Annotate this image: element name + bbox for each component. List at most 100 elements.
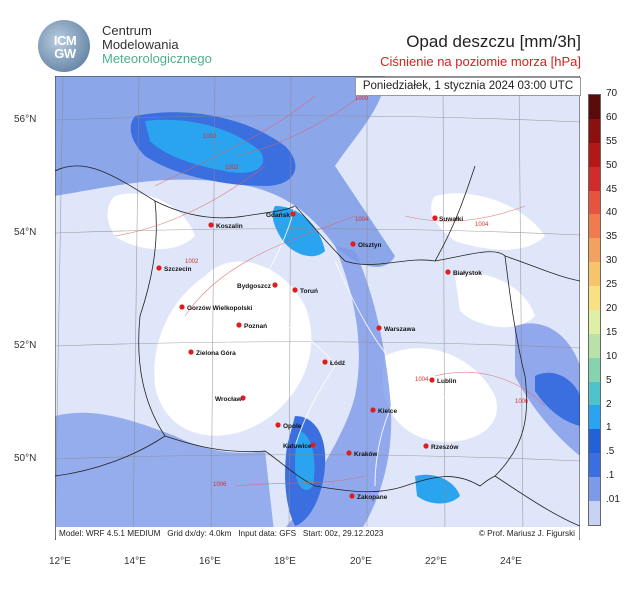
legend-label: 2 [606,398,612,410]
legend-label: .5 [606,446,615,458]
svg-text:Wrocław: Wrocław [215,396,243,403]
city-marker: Poznań [236,322,267,330]
svg-text:Warszawa: Warszawa [384,326,416,333]
footer-copyright: © Prof. Mariusz J. Figurski [478,529,575,538]
legend-label: 70 [606,88,618,99]
legend-swatch [589,262,600,286]
city-marker: Katowice [283,442,316,450]
city-marker: Białystok [445,269,482,277]
city-marker: Lublin [429,377,457,385]
isobar-label: 1004 [415,377,429,383]
isobar-label: 1006 [515,399,529,405]
city-marker: Olsztyn [350,241,382,249]
legend-swatch [589,405,600,430]
svg-text:Lublin: Lublin [437,378,457,385]
svg-text:Rzeszów: Rzeszów [431,444,459,451]
legend-label: 50 [606,159,618,171]
svg-text:Katowice: Katowice [283,443,312,450]
lat-label: 50°N [14,453,37,464]
legend-swatch [589,142,600,167]
precipitation-color-legend [588,94,601,526]
legend-label: 30 [606,255,618,267]
footer-start: Start: 00z, 29.12.2023 [302,529,384,538]
lon-label: 16°E [199,556,221,567]
lat-label: 56°N [14,114,37,125]
city-marker: Zielona Góra [188,349,236,357]
legend-swatch [589,357,600,382]
svg-text:Olsztyn: Olsztyn [358,242,382,249]
footer-model: Model: WRF 4.5.1 MEDIUM [59,529,161,538]
imgw-logo [38,20,90,72]
legend-label: .1 [606,470,615,482]
svg-text:Łódź: Łódź [330,360,346,367]
city-marker: Opole [275,422,302,430]
legend-label: 25 [606,279,618,291]
svg-text:Kielce: Kielce [378,408,398,415]
city-marker: Gorzów Wielkopolski [179,304,253,312]
org-line-1: Centrum [102,23,152,38]
svg-text:Zakopane: Zakopane [357,494,388,501]
isobar-label: 1004 [355,217,369,223]
svg-text:Gdańsk: Gdańsk [266,212,290,219]
precipitation-map: 1000 1002 1002 1002 1004 1004 1004 1006 … [55,76,580,540]
city-marker: Suwałki [432,215,463,223]
city-marker: Warszawa [376,325,416,333]
lon-label: 24°E [500,556,522,567]
imgw-logo-text: ICM GW [53,33,77,61]
legend-label: 40 [606,207,618,219]
legend-swatch [589,214,600,239]
legend-label: 55 [606,135,618,147]
legend-swatch [589,381,600,406]
svg-text:Szczecin: Szczecin [164,266,191,273]
isobar-label: 1002 [225,165,239,171]
org-line-3: Meteorologicznego [102,51,212,66]
svg-text:Zielona Góra: Zielona Góra [196,350,236,357]
svg-text:Białystok: Białystok [453,270,482,277]
city-marker: Szczecin [156,265,191,273]
legend-label: 15 [606,326,618,338]
svg-text:Suwałki: Suwałki [439,216,463,223]
city-marker: Toruń [292,287,318,295]
city-marker: Kraków [346,450,378,458]
legend-swatch [589,500,600,525]
city-marker: Wrocław [215,395,246,403]
isobar-label: 1000 [355,96,369,102]
svg-text:Koszalin: Koszalin [216,223,243,230]
organization-name: Centrum Modelowania Meteorologicznego [102,24,212,66]
legend-label: 60 [606,111,618,123]
footer-grid: Grid dx/dy: 4.0km [167,529,232,538]
isobar-label: 1004 [475,222,489,228]
city-marker: Rzeszów [423,443,459,451]
legend-label: 10 [606,350,618,362]
legend-swatch [589,95,600,119]
isobar-label: 1006 [213,482,227,488]
legend-label: .01 [606,494,620,506]
lon-label: 14°E [124,556,146,567]
svg-text:Bydgoszcz: Bydgoszcz [237,283,272,290]
city-marker: Bydgoszcz [237,282,278,290]
legend-swatch [589,429,600,454]
isobar-label: 1002 [185,259,199,265]
lon-label: 20°E [350,556,372,567]
city-marker: Kielce [370,407,398,415]
map-subtitle: Ciśnienie na poziomie morza [hPa] [380,54,581,69]
legend-label: 5 [606,374,612,386]
model-info-footer: Model: WRF 4.5.1 MEDIUM Grid dx/dy: 4.0k… [56,527,579,540]
city-marker: Łódź [322,359,346,367]
lon-label: 12°E [49,556,71,567]
isobar-label: 1002 [203,134,217,140]
city-marker: Gdańsk [266,211,296,219]
legend-swatch [589,286,600,310]
legend-swatch [589,477,600,501]
legend-swatch [589,190,600,215]
forecast-datetime: Poniedziałek, 1 stycznia 2024 03:00 UTC [355,77,581,96]
svg-text:Gorzów Wielkopolski: Gorzów Wielkopolski [187,305,253,312]
org-line-2: Modelowania [102,37,179,52]
legend-label: 45 [606,183,618,195]
lon-label: 18°E [274,556,296,567]
map-title: Opad deszczu [mm/3h] [406,32,581,51]
svg-text:Toruń: Toruń [300,288,318,295]
city-marker: Koszalin [208,222,243,230]
legend-swatch [589,309,600,334]
legend-swatch [589,118,600,143]
